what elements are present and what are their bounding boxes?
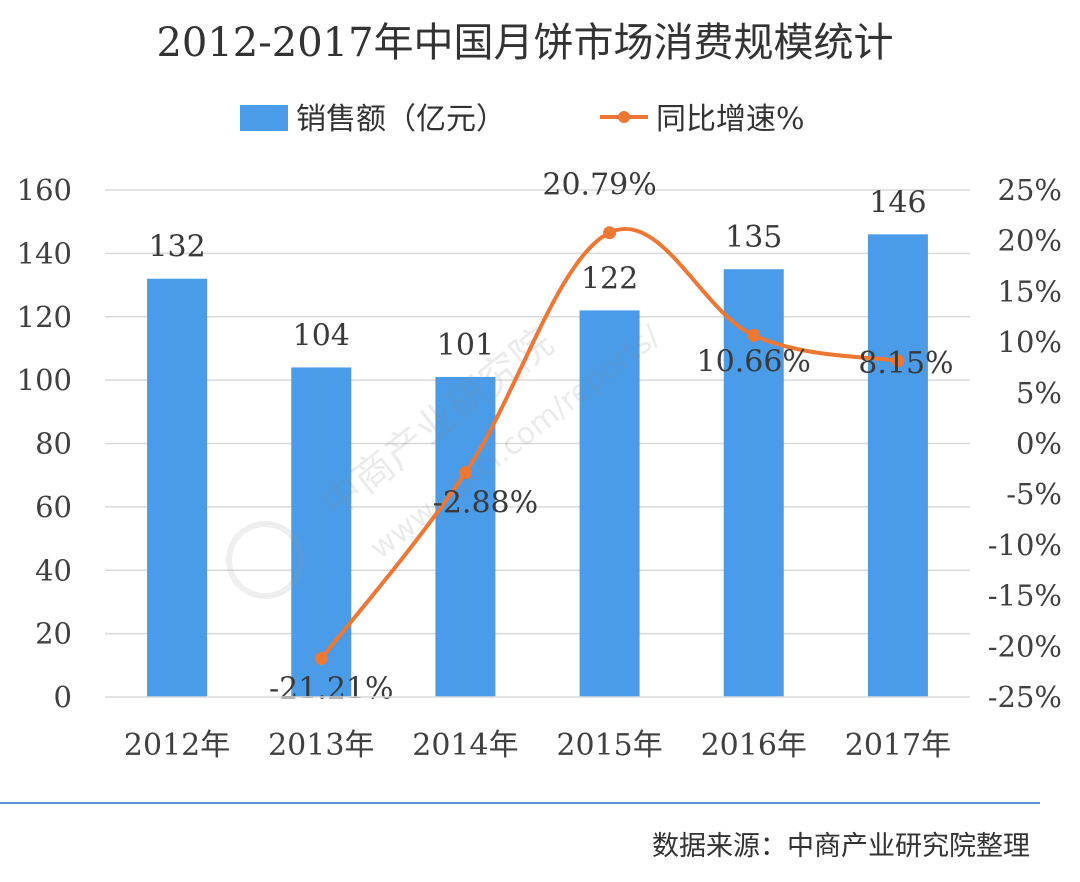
x-tick-label: 2013年: [268, 728, 374, 763]
bar: [435, 376, 496, 697]
right-tick-label: 15%: [998, 274, 1062, 308]
bar: [579, 310, 640, 697]
bar: [147, 278, 208, 697]
growth-point: [458, 466, 472, 480]
bar-value-label: 104: [293, 318, 350, 353]
left-tick-label: 40: [35, 553, 72, 587]
growth-line: [314, 226, 905, 666]
legend: 销售额（亿元） 同比增速%: [240, 102, 805, 137]
right-tick-label: -15%: [988, 579, 1062, 613]
legend-line-marker: [618, 111, 630, 123]
left-tick-label: 80: [35, 427, 72, 461]
right-tick-label: -5%: [1006, 477, 1062, 511]
x-tick-label: 2014年: [412, 728, 518, 763]
left-axis: 0 20 40 60 80 100 120 140 160: [17, 173, 72, 714]
left-tick-label: 120: [17, 300, 72, 334]
bar: [867, 234, 928, 698]
gridlines: [105, 189, 970, 635]
right-tick-label: -25%: [988, 680, 1062, 714]
growth-value-label: -21.21%: [269, 672, 394, 707]
growth-point: [891, 354, 905, 368]
right-tick-label: 25%: [998, 173, 1062, 207]
right-tick-label: -10%: [988, 528, 1062, 562]
left-tick-label: 20: [35, 617, 72, 651]
x-tick-label: 2017年: [845, 728, 951, 763]
watermark-logo: [226, 521, 304, 599]
legend-bar-swatch: [240, 105, 288, 131]
growth-value-label: 20.79%: [542, 168, 656, 203]
x-tick-label: 2012年: [124, 728, 230, 763]
left-tick-label: 60: [35, 490, 72, 524]
x-tick-label: 2016年: [701, 728, 807, 763]
bar-value-label: 132: [148, 230, 205, 265]
bar-labels: 132 104 101 122 135 146: [148, 185, 926, 363]
x-axis: 2012年 2013年 2014年 2015年 2016年 2017年: [105, 696, 970, 763]
right-tick-label: -20%: [988, 629, 1062, 663]
bar-value-label: 122: [581, 261, 638, 296]
left-tick-label: 0: [54, 680, 72, 714]
chart-title: 2012-2017年中国月饼市场消费规模统计: [156, 20, 893, 66]
line-labels: -21.21% -2.88% 20.79% 10.66% 8.15%: [269, 168, 954, 707]
right-tick-label: 0%: [1016, 427, 1062, 461]
growth-value-label: 8.15%: [858, 346, 953, 381]
legend-bar-label: 销售额（亿元）: [296, 102, 506, 137]
growth-value-label: 10.66%: [697, 344, 811, 379]
source-note: 数据来源：中商产业研究院整理: [652, 831, 1030, 862]
growth-value-label: -2.88%: [433, 486, 538, 521]
bar-value-label: 101: [437, 328, 494, 363]
growth-point: [603, 226, 617, 240]
bars: [147, 234, 928, 698]
x-tick-label: 2015年: [556, 728, 662, 763]
left-tick-label: 100: [17, 363, 72, 397]
left-tick-label: 140: [17, 236, 72, 270]
right-tick-label: 10%: [998, 325, 1062, 359]
right-tick-label: 20%: [998, 224, 1062, 258]
bar: [291, 367, 352, 697]
bar-value-label: 135: [725, 220, 782, 255]
left-tick-label: 160: [17, 173, 72, 207]
right-axis: -25% -20% -15% -10% -5% 0% 5% 10% 15% 20% 25%: [988, 173, 1062, 714]
bar-value-label: 146: [869, 185, 926, 220]
right-tick-label: 5%: [1016, 376, 1062, 410]
growth-point: [314, 652, 328, 666]
legend-line-label: 同比增速%: [656, 102, 805, 137]
growth-line-path: [319, 227, 899, 660]
growth-point: [747, 328, 761, 342]
